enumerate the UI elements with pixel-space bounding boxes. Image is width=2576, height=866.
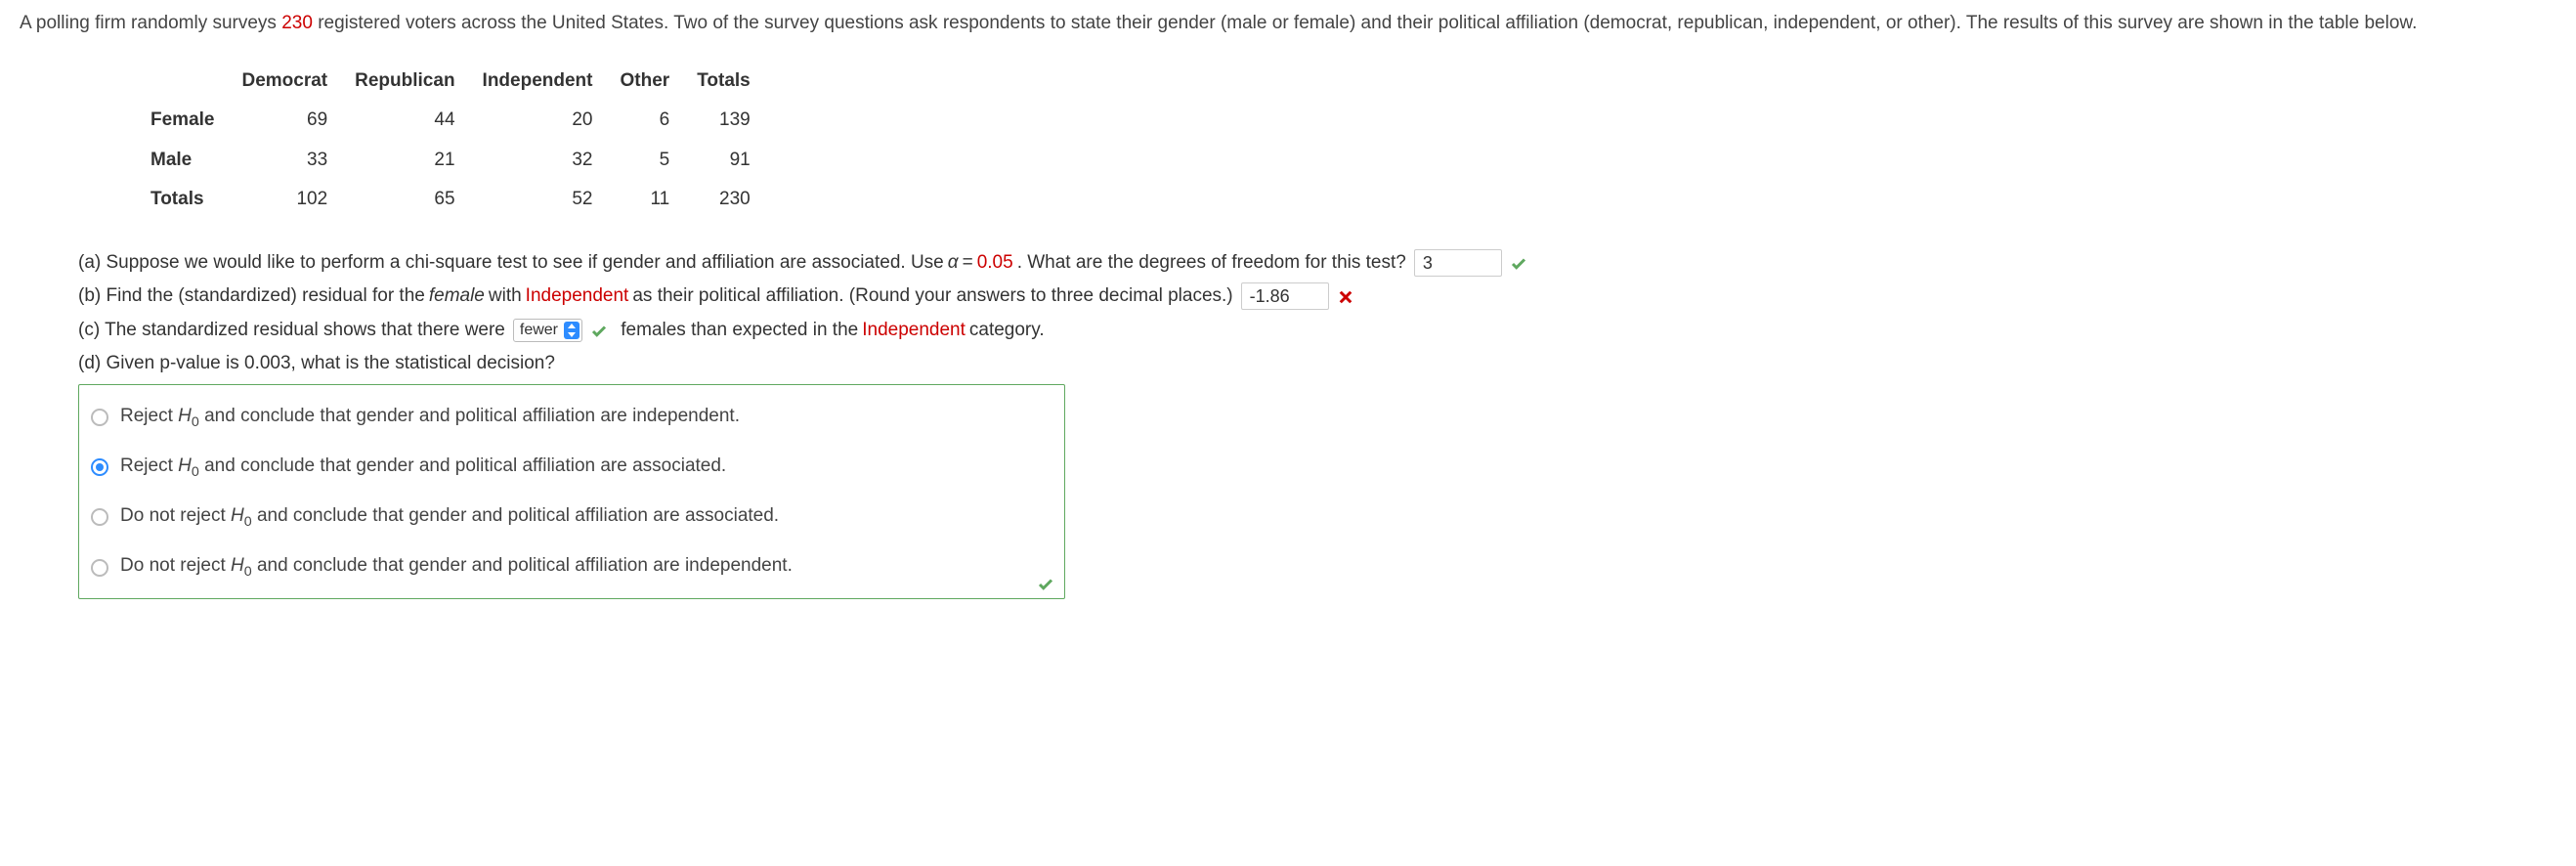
cell: 33 <box>228 141 341 181</box>
question-c: (c) The standardized residual shows that… <box>78 317 2556 345</box>
qb-suffix: as their political affiliation. (Round y… <box>632 282 1232 311</box>
row-label: Totals <box>137 180 228 220</box>
qa-text: (a) Suppose we would like to perform a c… <box>78 249 944 278</box>
qc-mid: females than expected in the <box>621 317 858 345</box>
qc-prefix: (c) The standardized residual shows that… <box>78 317 505 345</box>
radio-icon <box>91 458 108 476</box>
alpha-symbol: α <box>948 249 959 278</box>
cell: 69 <box>228 101 341 141</box>
qd-text: (d) Given p-value is 0.003, what is the … <box>78 350 555 378</box>
table-header: Republican <box>341 62 468 102</box>
intro-part2: registered voters across the United Stat… <box>313 13 2417 33</box>
cell: 102 <box>228 180 341 220</box>
cell: 44 <box>341 101 468 141</box>
cell: 11 <box>607 180 684 220</box>
mc-option[interactable]: Reject H0 and conclude that gender and p… <box>91 393 1052 443</box>
question-d-prompt: (d) Given p-value is 0.003, what is the … <box>78 350 2556 378</box>
table-header: Totals <box>683 62 764 102</box>
row-label: Male <box>137 141 228 181</box>
cell: 6 <box>607 101 684 141</box>
cell: 52 <box>469 180 607 220</box>
cell: 91 <box>683 141 764 181</box>
cell: 230 <box>683 180 764 220</box>
check-icon <box>1510 254 1527 272</box>
questions: (a) Suppose we would like to perform a c… <box>78 249 2556 600</box>
check-icon <box>1037 575 1054 592</box>
dropdown-stepper-icon <box>564 322 580 339</box>
voter-count: 230 <box>281 13 313 33</box>
opt-text: Do not reject H0 and conclude that gende… <box>120 502 779 533</box>
table-row: Totals 102 65 52 11 230 <box>137 180 764 220</box>
qc-suffix: category. <box>969 317 1045 345</box>
x-icon <box>1337 287 1354 305</box>
opt-text: Reject H0 and conclude that gender and p… <box>120 403 740 433</box>
opt-text: Reject H0 and conclude that gender and p… <box>120 453 726 483</box>
table-header: Democrat <box>228 62 341 102</box>
qc-affil: Independent <box>862 317 966 345</box>
answer-input-b[interactable]: -1.86 <box>1241 282 1329 310</box>
mc-option[interactable]: Reject H0 and conclude that gender and p… <box>91 443 1052 493</box>
answer-input-a[interactable]: 3 <box>1414 249 1502 277</box>
dropdown-c[interactable]: fewer <box>513 319 582 342</box>
table-row: Female 69 44 20 6 139 <box>137 101 764 141</box>
qa-suffix: . What are the degrees of freedom for th… <box>1017 249 1406 278</box>
dropdown-value: fewer <box>520 319 558 342</box>
radio-icon <box>91 508 108 526</box>
cell: 20 <box>469 101 607 141</box>
table-header-row: Democrat Republican Independent Other To… <box>137 62 764 102</box>
table-header: Independent <box>469 62 607 102</box>
alpha-eq: = <box>963 249 973 278</box>
radio-icon <box>91 409 108 426</box>
table-header: Other <box>607 62 684 102</box>
check-icon <box>590 322 608 339</box>
question-b: (b) Find the (standardized) residual for… <box>78 282 2556 311</box>
cell: 5 <box>607 141 684 181</box>
table-row: Male 33 21 32 5 91 <box>137 141 764 181</box>
mc-option[interactable]: Do not reject H0 and conclude that gende… <box>91 493 1052 542</box>
multiple-choice-d: Reject H0 and conclude that gender and p… <box>78 384 1065 600</box>
table-header <box>137 62 228 102</box>
alpha-value: 0.05 <box>977 249 1013 278</box>
qb-affil: Independent <box>526 282 629 311</box>
question-a: (a) Suppose we would like to perform a c… <box>78 249 2556 278</box>
cell: 32 <box>469 141 607 181</box>
cell: 65 <box>341 180 468 220</box>
opt-text: Do not reject H0 and conclude that gende… <box>120 552 793 583</box>
intro-part1: A polling firm randomly surveys <box>20 13 281 33</box>
qb-prefix: (b) Find the (standardized) residual for… <box>78 282 425 311</box>
cell: 139 <box>683 101 764 141</box>
mc-option[interactable]: Do not reject H0 and conclude that gende… <box>91 542 1052 592</box>
cell: 21 <box>341 141 468 181</box>
row-label: Female <box>137 101 228 141</box>
qb-mid: with <box>489 282 522 311</box>
intro-text: A polling firm randomly surveys 230 regi… <box>20 10 2556 38</box>
qb-gender: female <box>429 282 485 311</box>
radio-icon <box>91 559 108 577</box>
survey-table: Democrat Republican Independent Other To… <box>137 62 764 220</box>
